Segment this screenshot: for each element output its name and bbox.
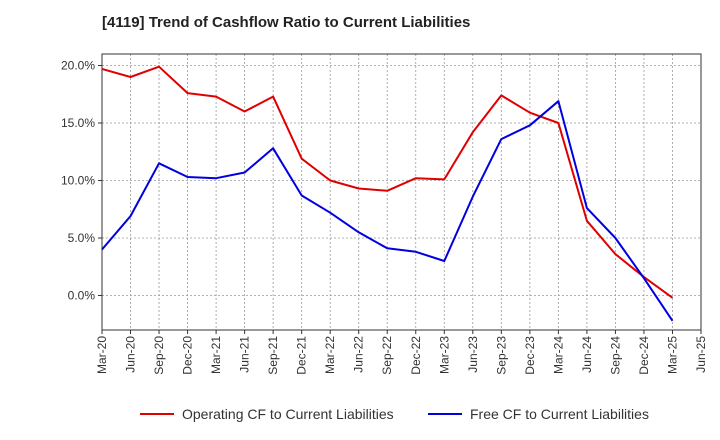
x-tick-label: Mar-20 bbox=[95, 336, 109, 374]
grid bbox=[102, 54, 701, 330]
chart-title: [4119] Trend of Cashflow Ratio to Curren… bbox=[102, 14, 471, 31]
series-line-operating-cf bbox=[101, 65, 674, 299]
series-lines bbox=[101, 65, 674, 322]
x-tick-label: Mar-24 bbox=[551, 336, 565, 374]
y-tick-label: 0.0% bbox=[68, 289, 96, 303]
x-tick-label: Jun-24 bbox=[580, 336, 594, 373]
y-tick-label: 15.0% bbox=[61, 116, 95, 130]
x-axis: Mar-20 Jun-20 Sep-20 Dec-20 Mar-21 Jun-21 Sep-… bbox=[95, 330, 708, 375]
series-line-free-cf bbox=[101, 100, 674, 322]
y-tick-label: 20.0% bbox=[61, 59, 95, 73]
y-tick-label: 10.0% bbox=[61, 174, 95, 188]
x-tick-label: Dec-20 bbox=[181, 336, 195, 375]
x-tick-label: Jun-22 bbox=[352, 336, 366, 373]
x-tick-label: Dec-23 bbox=[523, 336, 537, 375]
x-tick-label: Jun-20 bbox=[124, 336, 138, 373]
y-axis: 0.0% 5.0% 10.0% 15.0% 20.0% bbox=[61, 59, 102, 303]
y-tick-label: 5.0% bbox=[68, 231, 96, 245]
x-tick-label: Jun-25 bbox=[694, 336, 708, 373]
x-tick-label: Sep-23 bbox=[494, 336, 508, 375]
x-tick-label: Jun-21 bbox=[238, 336, 252, 373]
x-tick-label: Sep-22 bbox=[380, 336, 394, 375]
x-tick-label: Sep-20 bbox=[152, 336, 166, 375]
x-tick-label: Dec-22 bbox=[409, 336, 423, 375]
x-tick-label: Jun-23 bbox=[466, 336, 480, 373]
x-tick-label: Mar-25 bbox=[665, 336, 679, 374]
x-tick-label: Sep-24 bbox=[608, 336, 622, 375]
legend: Operating CF to Current Liabilities Free … bbox=[140, 406, 649, 422]
x-tick-label: Sep-21 bbox=[266, 336, 280, 375]
x-tick-label: Dec-21 bbox=[295, 336, 309, 375]
x-tick-label: Mar-21 bbox=[209, 336, 223, 374]
x-tick-label: Mar-22 bbox=[323, 336, 337, 374]
x-tick-label: Dec-24 bbox=[637, 336, 651, 375]
plot-area-frame bbox=[101, 53, 702, 331]
x-tick-label: Mar-23 bbox=[437, 336, 451, 374]
legend-label: Free CF to Current Liabilities bbox=[470, 406, 649, 422]
legend-label: Operating CF to Current Liabilities bbox=[182, 406, 394, 422]
